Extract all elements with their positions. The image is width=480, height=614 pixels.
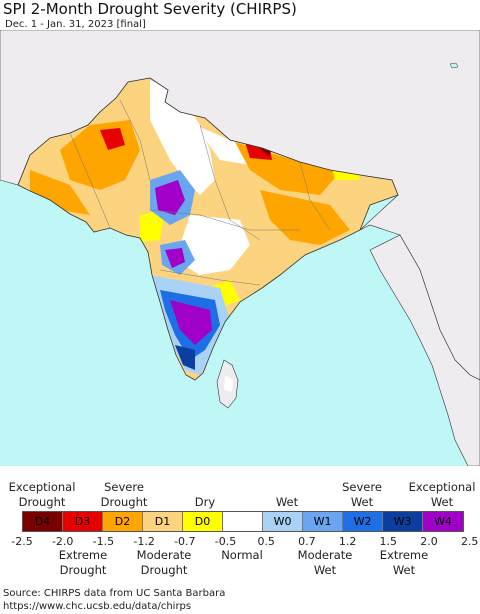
swatch-w0: W0 [263, 512, 303, 531]
legend-normal: Normal [221, 548, 263, 562]
legend-tick: -1.2 [133, 535, 155, 548]
drought-map [0, 30, 480, 466]
legend-tick: 2.5 [460, 535, 479, 548]
legend-wet: Wet [275, 495, 299, 509]
legend-tick: -0.5 [214, 535, 237, 548]
swatch-d1: D1 [143, 512, 183, 531]
internal-borders [69, 99, 331, 286]
legend: Exceptional Drought Severe Drought Dry Wet… [0, 466, 480, 586]
legend-tick: 1.5 [379, 535, 398, 548]
legend-tick: -0.7 [174, 535, 196, 548]
source-url[interactable]: https://www.chc.ucsb.edu/data/chirps [3, 601, 192, 612]
swatch-w2: W2 [343, 512, 383, 531]
swatch-normal [223, 512, 263, 531]
legend-tick: 0.5 [257, 535, 275, 548]
legend-exceptional-wet: Exceptional Wet [408, 480, 476, 509]
legend-tick: 2.0 [420, 535, 438, 548]
legend-extreme-drought: Extreme Drought [58, 548, 108, 577]
india-outline [17, 77, 399, 381]
land-southeast [369, 234, 480, 466]
legend-moderate-wet: Moderate Wet [297, 548, 353, 577]
legend-tick: 1.2 [338, 535, 357, 548]
legend-tick: -2.0 [51, 535, 74, 548]
map-subtitle: Dec. 1 - Jan. 31, 2023 [final] [5, 19, 146, 30]
legend-swatches: D4 D3 D2 D1 D0 W0 W1 W2 W3 W4 [22, 511, 464, 532]
legend-exceptional-drought: Exceptional Drought [8, 480, 76, 509]
swatch-d4: D4 [23, 512, 63, 531]
source-text: Source: CHIRPS data from UC Santa Barbar… [3, 588, 226, 599]
legend-moderate-drought: Moderate Drought [136, 548, 192, 577]
swatch-w3: W3 [383, 512, 423, 531]
map-title: SPI 2-Month Drought Severity (CHIRPS) [3, 0, 297, 18]
legend-tick: -2.5 [11, 535, 33, 548]
swatch-w1: W1 [303, 512, 343, 531]
legend-tick: -1.5 [92, 535, 115, 548]
legend-dry: Dry [194, 495, 216, 509]
legend-extreme-wet: Extreme Wet [379, 548, 429, 577]
legend-severe-wet: Severe Wet [342, 480, 382, 509]
legend-severe-drought: Severe Drought [100, 480, 148, 509]
swatch-d2: D2 [103, 512, 143, 531]
swatch-d3: D3 [63, 512, 103, 531]
swatch-w4: W4 [423, 512, 463, 531]
source-credit: Source: CHIRPS data from UC Santa Barbar… [3, 587, 225, 613]
swatch-d0: D0 [183, 512, 223, 531]
legend-tick: 0.7 [298, 535, 316, 548]
